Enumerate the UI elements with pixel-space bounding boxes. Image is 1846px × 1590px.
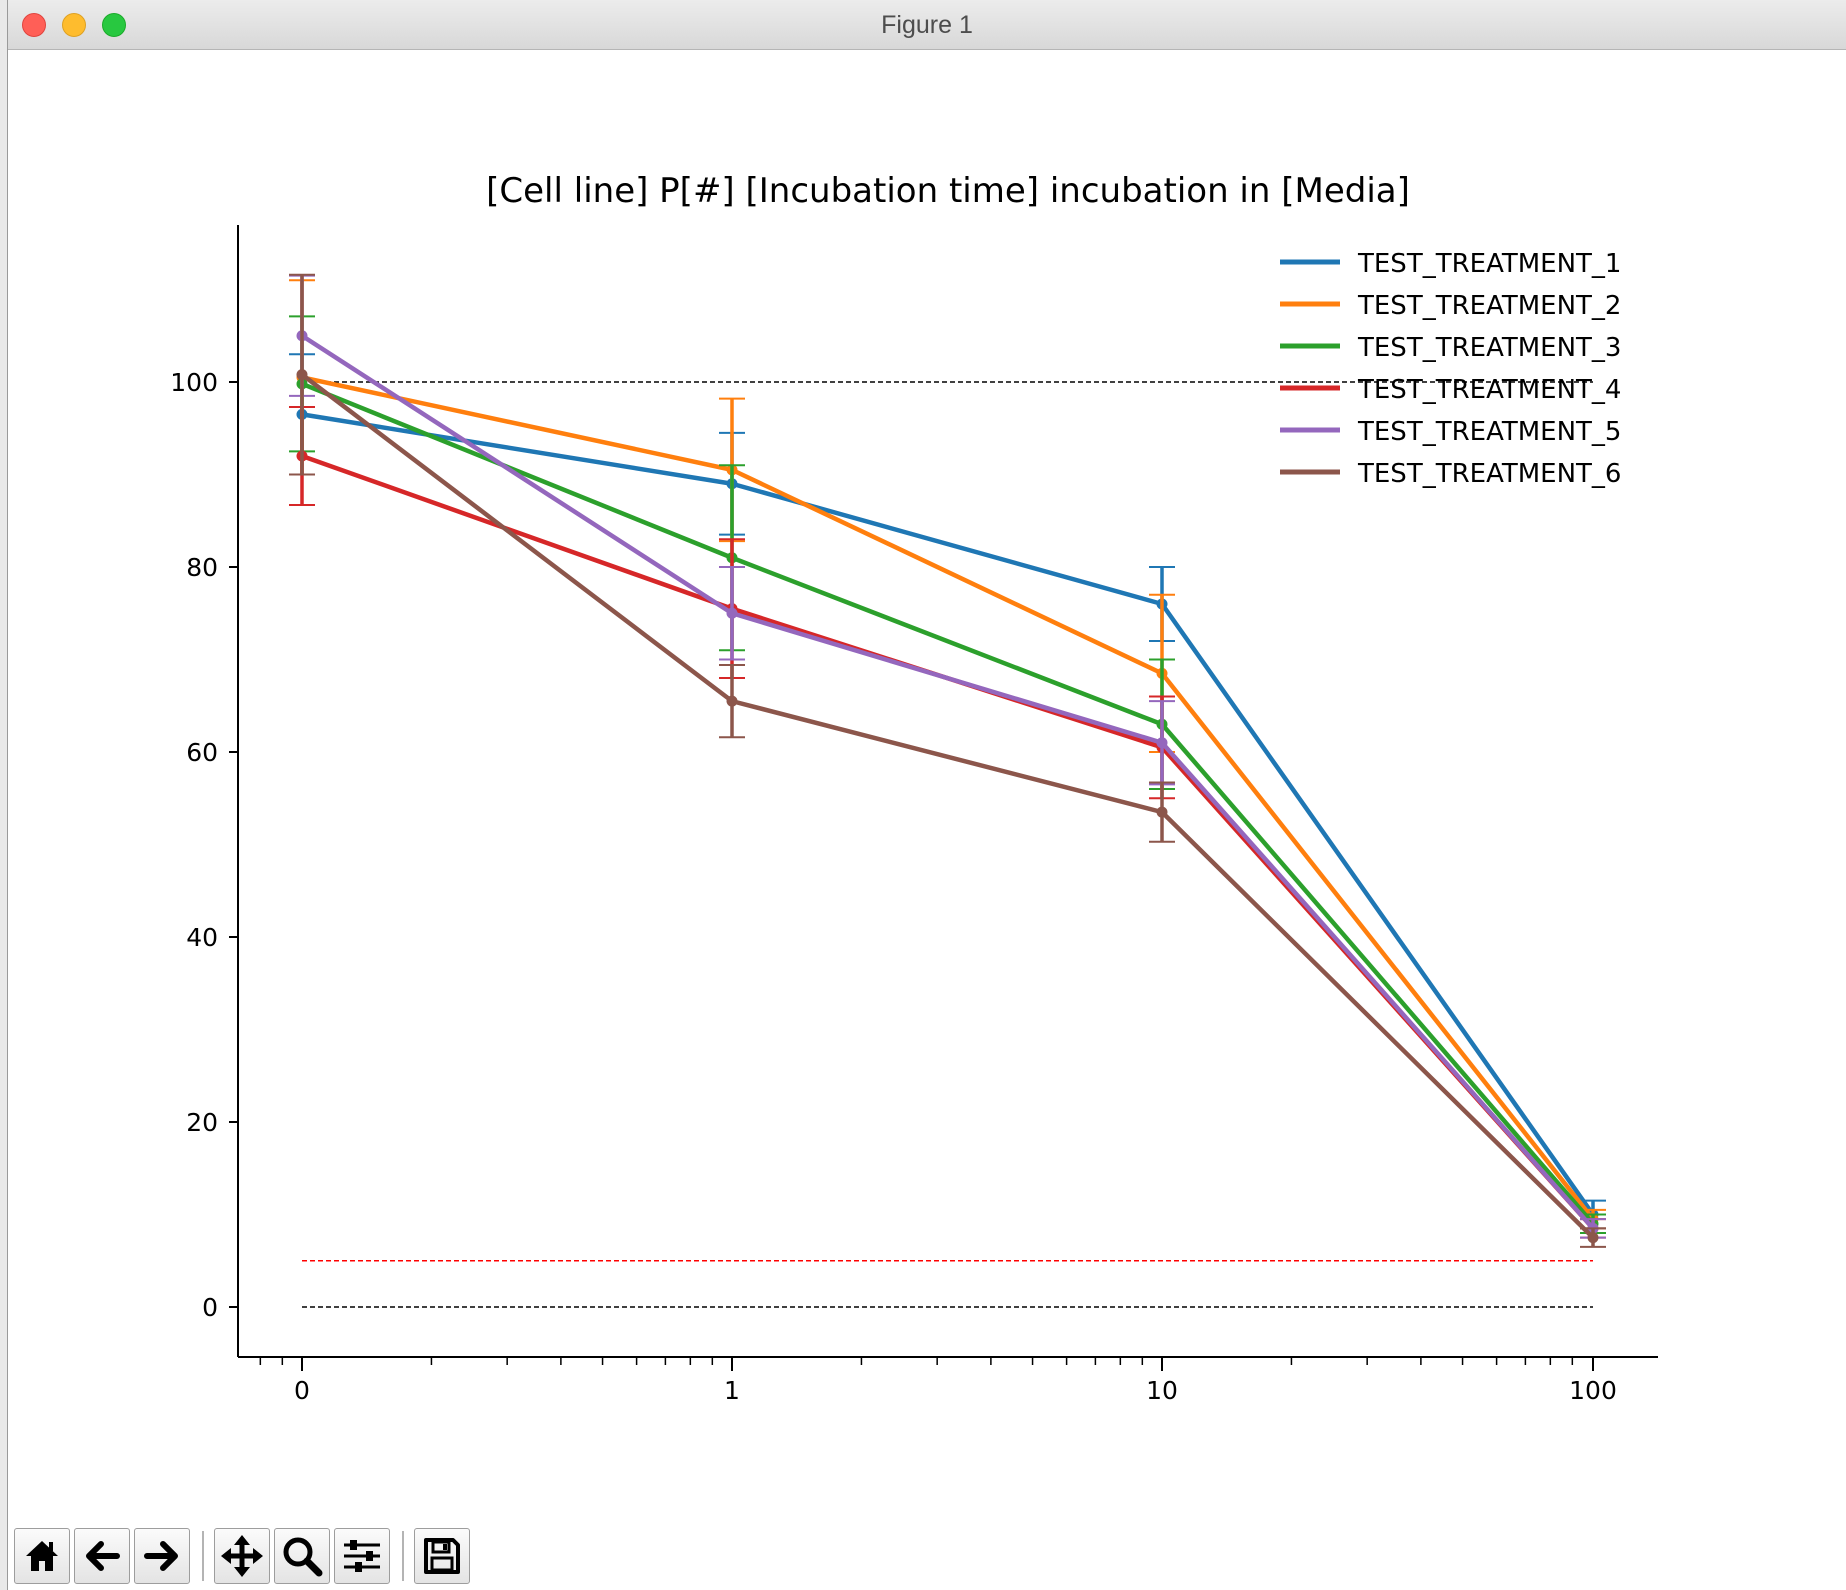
series-4: [289, 405, 1606, 1239]
floppy-disk-icon: [424, 1538, 460, 1574]
forward-button[interactable]: [134, 1528, 190, 1584]
series-line: [300, 333, 1595, 1230]
sliders-icon: [344, 1540, 380, 1572]
data-point: [1156, 806, 1168, 818]
navigation-toolbar: [14, 1527, 474, 1585]
line-chart: [Cell line] P[#] [Incubation time] incub…: [170, 171, 1658, 1405]
legend-label: TEST_TREATMENT_1: [1357, 249, 1621, 279]
window-title: Figure 1: [881, 11, 973, 39]
figure-canvas[interactable]: [Cell line] P[#] [Incubation time] incub…: [8, 50, 1838, 1524]
configure-subplots-button[interactable]: [334, 1528, 390, 1584]
x-tick-label: 100: [1569, 1376, 1617, 1405]
data-point: [726, 695, 738, 707]
y-tick-label: 100: [170, 368, 218, 397]
arrow-left-icon: [86, 1541, 120, 1571]
series-line: [300, 372, 1595, 1240]
back-button[interactable]: [74, 1528, 130, 1584]
zoom-button[interactable]: [274, 1528, 330, 1584]
series-line: [301, 412, 1595, 1216]
legend: TEST_TREATMENT_1 TEST_TREATMENT_2 TEST_TRE…: [1280, 249, 1621, 489]
desktop-background: [0, 0, 7, 1590]
home-button[interactable]: [14, 1528, 70, 1584]
toolbar-separator: [202, 1531, 204, 1581]
y-tick-label: 0: [202, 1293, 218, 1322]
save-button[interactable]: [414, 1528, 470, 1584]
minimize-button[interactable]: [62, 13, 86, 37]
title-bar[interactable]: Figure 1: [8, 0, 1846, 50]
legend-label: TEST_TREATMENT_5: [1357, 417, 1621, 447]
series-line: [301, 381, 1595, 1226]
x-tick-label: 10: [1146, 1376, 1178, 1405]
data-point: [1156, 737, 1168, 749]
legend-label: TEST_TREATMENT_3: [1357, 333, 1621, 363]
axes: 0 20 40 60 80 100 0 1 10 100: [170, 225, 1658, 1405]
figure-window: Figure 1 [Cell line] P[#] [Incubation ti…: [7, 0, 1846, 1590]
legend-label: TEST_TREATMENT_6: [1357, 459, 1621, 489]
arrow-right-icon: [144, 1541, 178, 1571]
series-layer: [289, 273, 1606, 1248]
home-icon: [26, 1541, 58, 1571]
data-point: [296, 369, 308, 381]
series-line: [301, 375, 1595, 1221]
y-tick-label: 60: [186, 738, 218, 767]
data-point: [1587, 1232, 1599, 1244]
y-tick-label: 80: [186, 553, 218, 582]
x-tick-label: 0: [294, 1376, 310, 1405]
move-icon: [221, 1535, 263, 1577]
pan-button[interactable]: [214, 1528, 270, 1584]
y-tick-label: 20: [186, 1108, 218, 1137]
magnifier-icon: [283, 1537, 323, 1577]
data-point: [726, 607, 738, 619]
maximize-button[interactable]: [102, 13, 126, 37]
chart-title: [Cell line] P[#] [Incubation time] incub…: [486, 171, 1410, 211]
reference-lines: [302, 381, 1593, 1308]
series-6: [289, 273, 1606, 1248]
x-tick-label: 1: [724, 1376, 740, 1405]
toolbar-separator: [402, 1531, 404, 1581]
close-button[interactable]: [22, 13, 46, 37]
legend-label: TEST_TREATMENT_2: [1357, 291, 1621, 321]
legend-label: TEST_TREATMENT_4: [1357, 375, 1621, 405]
y-tick-label: 40: [186, 923, 218, 952]
